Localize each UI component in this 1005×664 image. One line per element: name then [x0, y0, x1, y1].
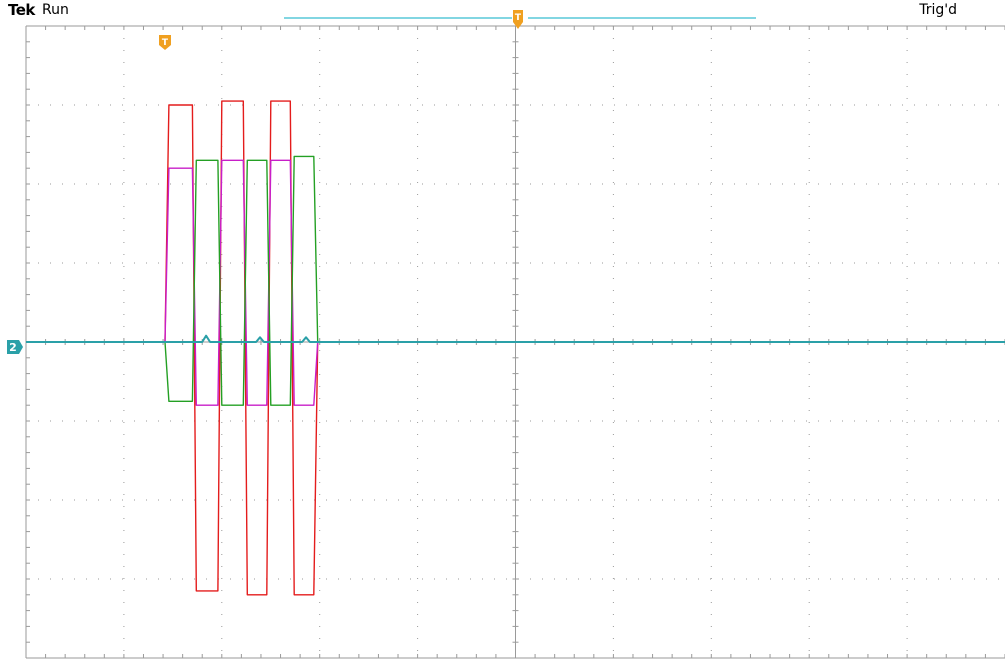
brand-logo: Tek [8, 1, 35, 19]
trace-3 [26, 155, 1005, 406]
trace-4 [26, 334, 1005, 343]
trigger-level-marker[interactable]: T [159, 35, 171, 50]
trigger-status: Trig'd [919, 2, 957, 18]
ch2-label: 2 [9, 341, 17, 354]
trigger-level-glyph: T [162, 38, 169, 48]
acquisition-status: Run [42, 2, 69, 18]
trace-1 [26, 100, 1005, 596]
ch2-ground-marker[interactable]: 2 [7, 340, 23, 354]
waveform-traces [26, 100, 1005, 596]
trigger-position-glyph: T [515, 13, 522, 23]
trigger-position-marker[interactable]: T [513, 10, 523, 29]
